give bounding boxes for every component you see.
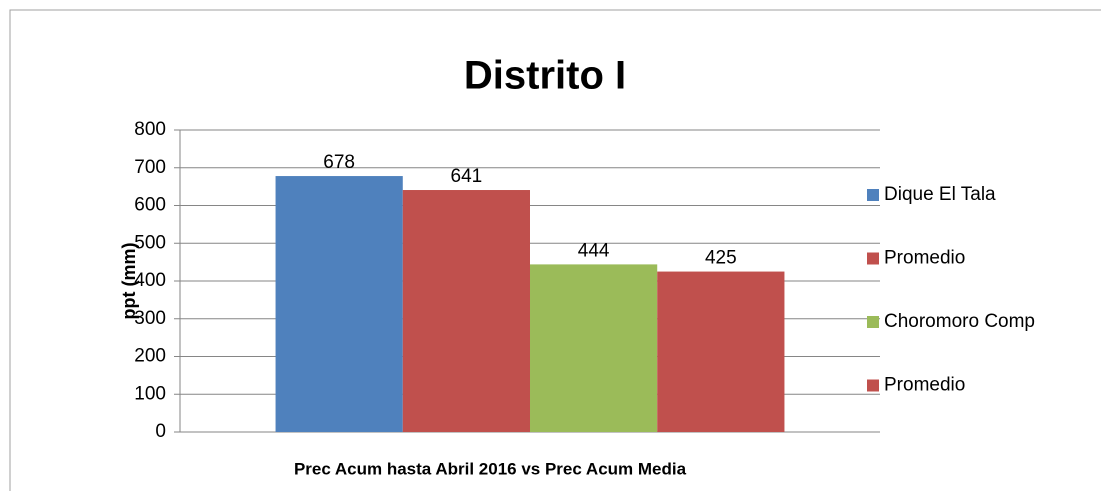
legend-swatch (867, 189, 879, 201)
legend-label: Choromoro Comp (884, 311, 1035, 332)
bar (275, 176, 403, 432)
x-axis-label: Prec Acum hasta Abril 2016 vs Prec Acum … (294, 459, 687, 478)
legend-label: Promedio (884, 375, 965, 396)
legend-swatch (867, 316, 879, 328)
y-tick-label: 800 (134, 119, 166, 140)
chart-title: Distrito I (464, 54, 626, 98)
data-label: 444 (578, 240, 610, 261)
y-axis-label: ppt (mm) (119, 243, 139, 320)
legend-label: Promedio (884, 248, 965, 269)
legend-label: Dique El Tala (884, 184, 996, 205)
y-tick-label: 400 (134, 270, 166, 291)
data-label: 678 (323, 152, 355, 173)
bar (402, 190, 530, 432)
y-tick-label: 500 (134, 232, 166, 253)
legend-swatch (867, 252, 879, 265)
y-tick-label: 700 (134, 157, 166, 178)
y-tick-label: 300 (134, 308, 166, 329)
data-label: 425 (705, 248, 737, 269)
legend-swatch (867, 379, 879, 392)
y-tick-label: 0 (155, 421, 166, 442)
y-tick-label: 600 (134, 195, 166, 216)
bar (657, 271, 785, 432)
y-tick-label: 100 (134, 383, 166, 404)
data-label: 641 (451, 166, 483, 187)
bar (530, 264, 658, 432)
y-tick-label: 200 (134, 346, 166, 367)
